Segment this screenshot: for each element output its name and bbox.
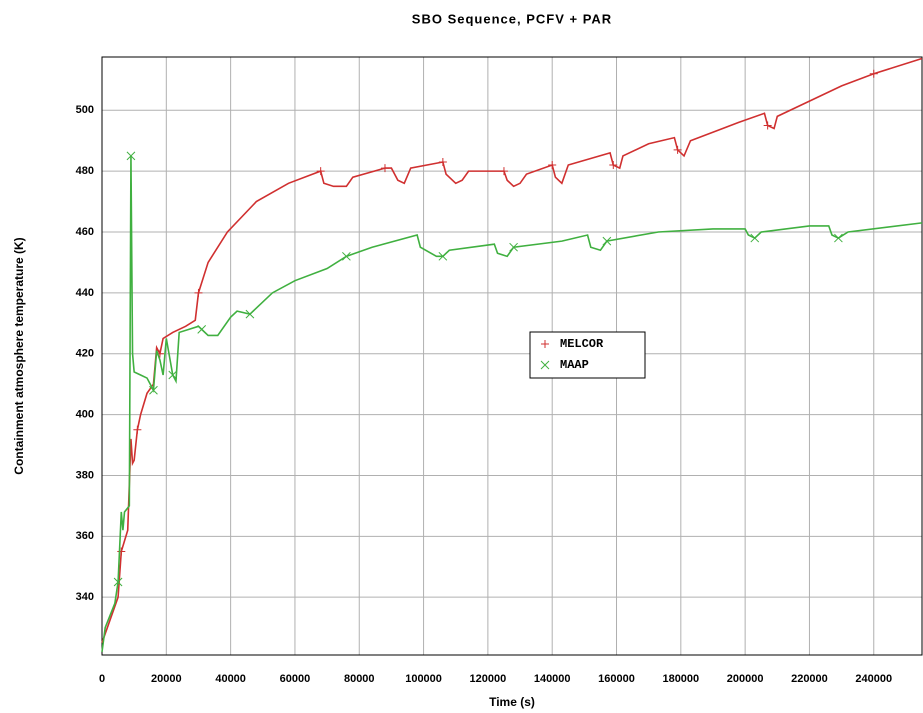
marker [126,151,136,161]
x-tick-label: 140000 [534,673,571,685]
y-tick-label: 500 [76,104,94,116]
y-tick-label: 380 [76,469,94,481]
marker [316,167,325,176]
y-tick-label: 340 [76,591,94,603]
x-tick-label: 100000 [405,673,442,685]
marker [149,385,158,395]
marker [750,233,760,243]
marker [602,236,612,246]
x-tick-label: 80000 [344,673,375,685]
marker [869,69,878,78]
marker [548,161,557,170]
y-tick-label: 440 [76,287,94,299]
marker [117,547,126,556]
marker [380,164,389,173]
marker [609,161,618,170]
y-tick-label: 460 [76,226,94,238]
plot-frame [101,56,923,656]
y-axis-label: Containment atmosphere temperature (K) [12,237,26,474]
x-tick-label: 200000 [727,673,764,685]
line [101,155,923,653]
marker [342,251,351,261]
legend-label: MAAP [560,358,589,372]
marker [133,425,142,434]
x-tick-label: 40000 [215,673,246,685]
x-axis-label: Time (s) [489,695,535,709]
marker [763,121,772,130]
marker [673,145,682,154]
marker [197,325,207,334]
marker [245,309,255,319]
marker [113,577,123,587]
line [101,57,923,644]
chart-title: SBO Sequence, PCFV + PAR [412,11,612,26]
x-tick-label: 180000 [662,673,699,685]
marker [438,251,448,261]
marker [438,157,447,166]
y-tick-label: 480 [76,165,94,177]
marker [834,233,843,243]
marker [499,167,508,176]
x-tick-label: 120000 [470,673,507,685]
marker [168,370,178,380]
x-tick-label: 160000 [598,673,635,685]
marker [540,360,550,370]
y-tick-label: 400 [76,408,94,420]
y-tick-label: 360 [76,530,94,542]
x-tick-label: 0 [99,673,105,685]
legend-box [529,331,646,379]
legend-label: MELCOR [560,337,604,351]
x-tick-label: 220000 [791,673,828,685]
x-tick-label: 240000 [855,673,892,685]
y-tick-label: 420 [76,348,94,360]
x-tick-label: 60000 [280,673,311,685]
marker [194,288,203,297]
marker [509,242,518,252]
x-tick-label: 20000 [151,673,182,685]
marker [541,340,549,348]
